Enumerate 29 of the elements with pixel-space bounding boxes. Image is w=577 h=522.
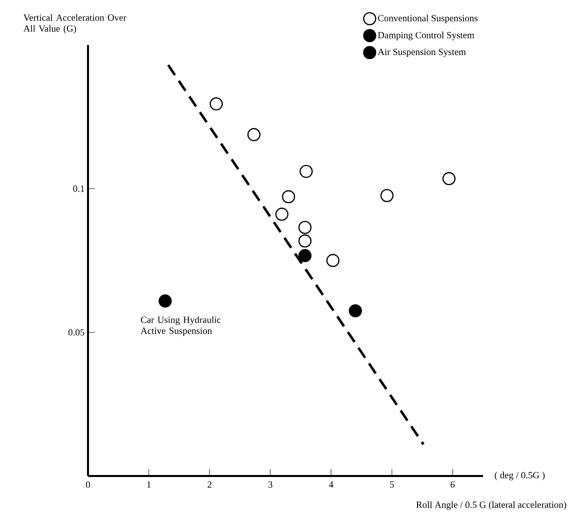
point <box>247 128 260 142</box>
legend-label: Air Suspension System <box>378 48 466 58</box>
x-tick-label: 4 <box>328 481 334 488</box>
point <box>326 254 340 268</box>
x-axis-title: Roll Angle / 0.5 G (lateral acceleration) <box>416 501 566 510</box>
point <box>298 220 312 234</box>
point <box>298 249 312 262</box>
x-tick-label: 3 <box>268 481 272 488</box>
point <box>300 164 313 178</box>
point <box>158 294 172 308</box>
point <box>282 190 296 204</box>
text: Car Using Hydraulic Active Suspension <box>140 316 221 336</box>
legend-label: Damping Control System <box>378 32 474 40</box>
x-tick-label: 0 <box>86 481 90 488</box>
legend-label: Conventional Suspensions <box>378 14 478 24</box>
point <box>348 304 362 318</box>
x-tick-label: 5 <box>390 481 394 488</box>
point <box>442 172 456 186</box>
point <box>298 234 312 248</box>
x-tick-label: 1 <box>147 481 151 488</box>
y-tick-label: 0.1 <box>73 185 84 192</box>
x-tick-label: 2 <box>208 481 212 488</box>
y-axis-title: Vertical Acceleration Over All Value (G) <box>23 14 126 34</box>
text: ( deg / 0.5G ) <box>494 472 545 480</box>
x-tick-label: 6 <box>450 481 455 488</box>
point <box>275 208 288 221</box>
point <box>380 188 394 202</box>
point <box>210 97 223 110</box>
y-tick-label: 0.05 <box>68 329 84 336</box>
